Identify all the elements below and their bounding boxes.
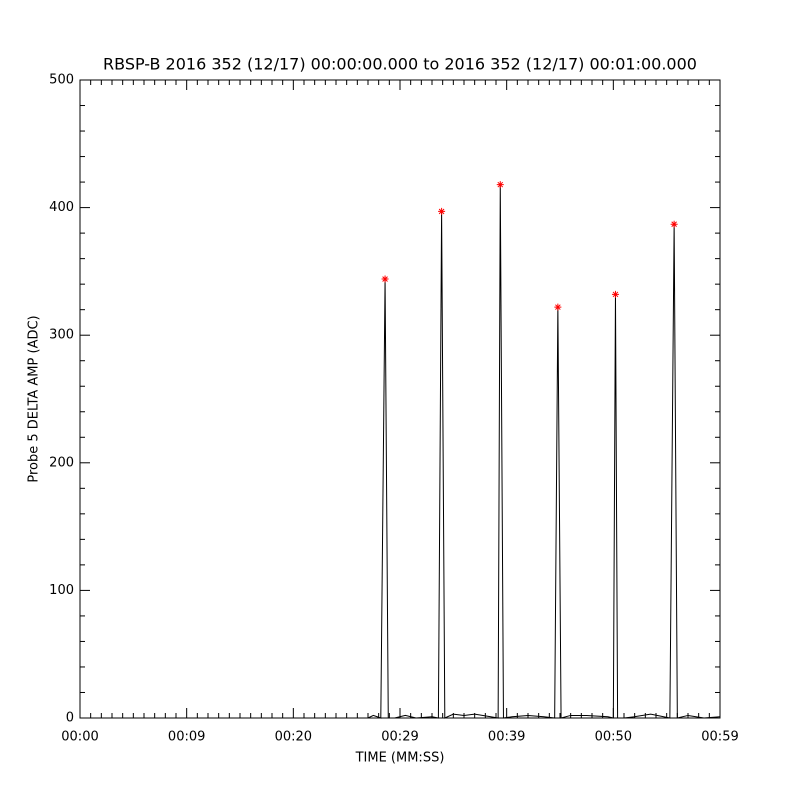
y-tick-label: 100 [49, 583, 74, 598]
peak-marker [438, 207, 446, 215]
peak-marker [554, 303, 562, 311]
y-tick-label: 400 [49, 200, 74, 215]
peak-marker [496, 181, 504, 189]
peak-marker [381, 275, 389, 283]
y-axis-label: Probe 5 DELTA AMP (ADC) [27, 315, 42, 482]
y-tick-label: 300 [49, 328, 74, 343]
x-tick-label: 00:29 [381, 730, 418, 745]
y-tick-label: 200 [49, 455, 74, 470]
x-tick-label: 00:20 [275, 730, 312, 745]
x-tick-label: 00:09 [168, 730, 205, 745]
plot-frame [79, 79, 721, 719]
x-axis-label: TIME (MM:SS) [355, 751, 445, 766]
chart-title: RBSP-B 2016 352 (12/17) 00:00:00.000 to … [103, 55, 697, 74]
x-tick-label: 00:00 [61, 730, 98, 745]
x-tick-label: 00:59 [701, 730, 738, 745]
peak-marker [670, 220, 678, 228]
y-tick-label: 0 [66, 711, 74, 726]
peak-marker [611, 290, 619, 298]
x-tick-label: 00:39 [488, 730, 525, 745]
data-line [80, 184, 721, 719]
x-tick-label: 00:50 [595, 730, 632, 745]
y-tick-label: 500 [49, 73, 74, 88]
